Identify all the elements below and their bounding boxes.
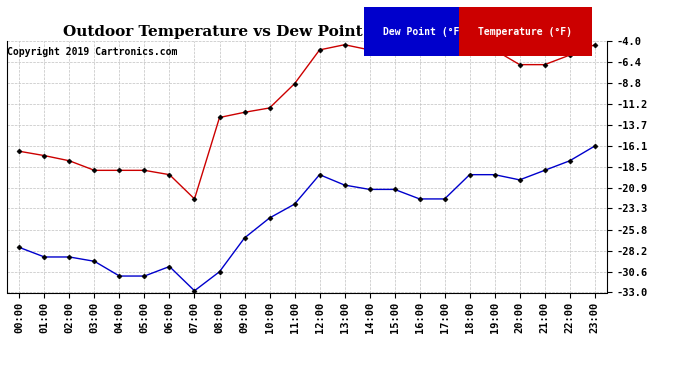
Text: Dew Point (°F): Dew Point (°F) <box>383 27 465 37</box>
Text: Temperature (°F): Temperature (°F) <box>478 27 572 37</box>
Title: Outdoor Temperature vs Dew Point (24 Hours) 20190131: Outdoor Temperature vs Dew Point (24 Hou… <box>63 24 551 39</box>
Text: Copyright 2019 Cartronics.com: Copyright 2019 Cartronics.com <box>7 47 177 57</box>
